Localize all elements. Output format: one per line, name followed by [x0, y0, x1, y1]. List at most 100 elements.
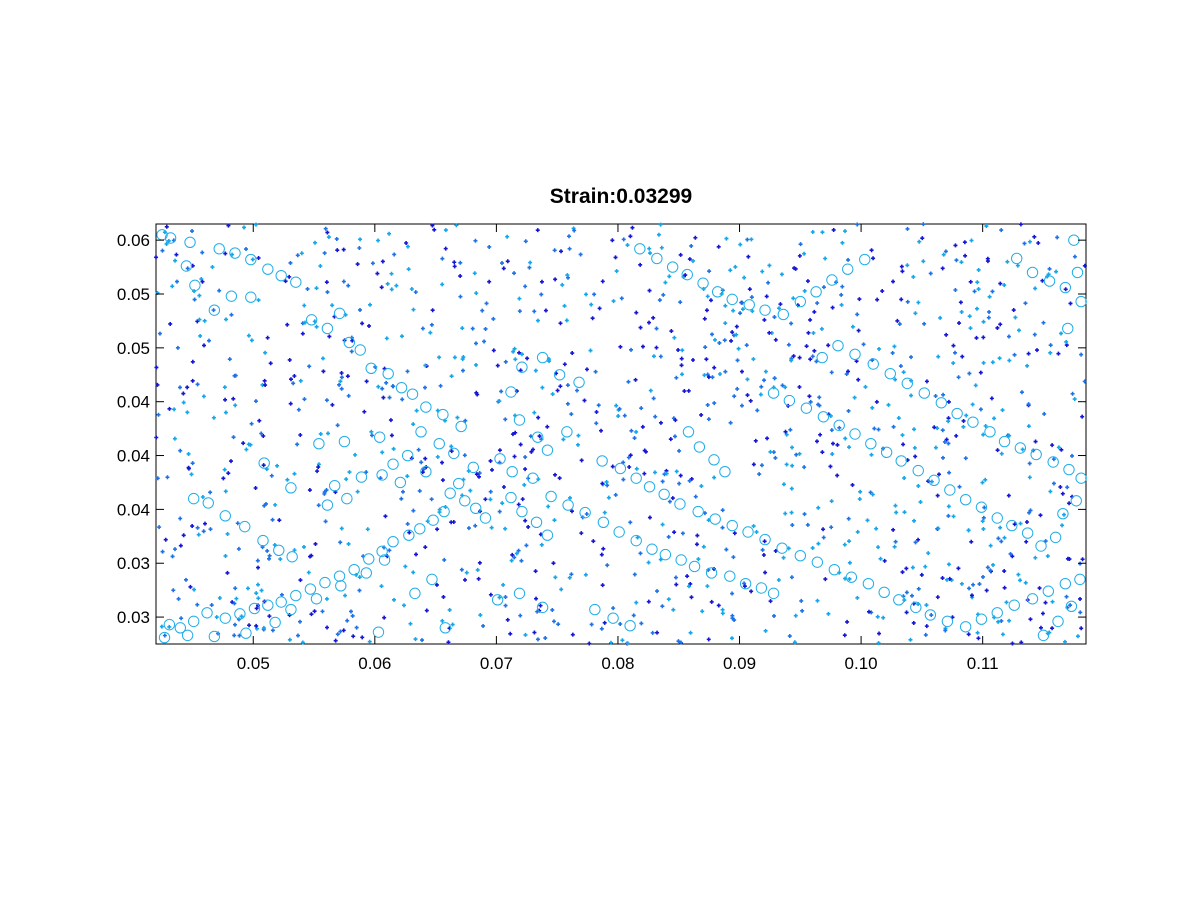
data-point-circle	[573, 376, 585, 389]
data-point-dot	[815, 301, 820, 306]
y-tick-label: 0.04	[117, 393, 150, 412]
data-point-dot	[812, 348, 817, 353]
data-point-circle	[516, 361, 528, 373]
data-point-dot	[208, 490, 213, 495]
data-point-dot	[847, 560, 852, 565]
data-point-dot	[921, 222, 926, 227]
data-point-dot	[534, 596, 539, 601]
data-point-dot	[891, 527, 896, 532]
y-tick-label: 0.03	[117, 554, 150, 573]
data-point-dot	[693, 494, 698, 499]
data-point-dot	[263, 350, 268, 355]
data-point-dot	[793, 613, 798, 618]
data-point-dot	[1018, 521, 1023, 526]
data-point-circle	[438, 505, 450, 518]
data-point-dot	[557, 476, 562, 481]
data-point-dot	[285, 322, 290, 327]
data-point-dot	[564, 318, 569, 323]
data-point-dot	[241, 441, 246, 446]
data-point-dot	[1013, 315, 1018, 320]
data-point-dot	[772, 613, 777, 618]
data-point-dot	[839, 302, 844, 307]
data-point-dot	[763, 628, 768, 633]
data-point-dot	[729, 338, 734, 343]
data-point-dot	[301, 544, 306, 549]
data-point-dot	[460, 368, 465, 373]
data-point-dot	[523, 632, 528, 637]
data-point-dot	[287, 274, 292, 279]
data-point-dot	[916, 300, 921, 305]
data-point-circle	[697, 277, 709, 289]
data-point-dot	[739, 403, 744, 408]
data-point-dot	[707, 269, 712, 274]
data-point-circle	[624, 619, 636, 632]
data-point-circle	[470, 502, 482, 515]
data-point-dot	[731, 308, 736, 313]
data-point-dot	[335, 248, 340, 253]
data-point-circle	[354, 344, 366, 356]
data-point-dot	[248, 442, 253, 447]
data-point-circle	[275, 596, 287, 608]
data-point-dot	[535, 228, 540, 233]
data-point-dot	[223, 251, 228, 256]
data-point-dot	[628, 234, 633, 239]
data-point-dot	[629, 428, 634, 433]
data-point-dot	[370, 261, 375, 266]
data-point-dot	[923, 632, 928, 637]
data-point-dot	[663, 280, 668, 285]
data-point-dot	[900, 269, 905, 274]
data-point-dot	[932, 425, 937, 430]
data-point-dot	[1055, 235, 1060, 240]
data-point-dot	[745, 377, 750, 382]
data-point-dot	[905, 226, 910, 231]
data-point-dot	[1027, 475, 1032, 480]
data-point-dot	[262, 378, 267, 383]
data-point-dot	[729, 636, 734, 641]
data-point-dot	[1033, 439, 1038, 444]
data-point-dot	[195, 602, 200, 607]
data-point-circle	[234, 608, 246, 620]
data-point-dot	[599, 552, 604, 557]
data-point-dot	[516, 502, 521, 507]
data-point-dot	[776, 578, 781, 583]
data-point-circle	[290, 589, 302, 602]
data-point-dot	[935, 493, 940, 498]
data-point-dot	[712, 337, 717, 342]
data-point-circle	[219, 510, 231, 522]
data-point-dot	[972, 289, 977, 294]
data-point-dot	[957, 484, 962, 489]
data-point-circle	[387, 458, 399, 470]
data-point-dot	[815, 598, 820, 603]
data-point-dot	[751, 524, 756, 529]
data-point-circle	[651, 252, 663, 265]
data-point-dot	[901, 370, 906, 375]
data-point-dot	[667, 499, 672, 504]
data-point-dot	[558, 321, 563, 326]
data-point-dot	[647, 320, 652, 325]
data-point-dot	[602, 510, 607, 515]
data-point-dot	[550, 607, 555, 612]
data-point-dot	[960, 354, 965, 359]
data-point-dot	[391, 597, 396, 602]
data-point-dot	[899, 297, 904, 302]
data-point-dot	[338, 379, 343, 384]
data-point-dot	[567, 575, 572, 580]
data-point-circle	[658, 488, 670, 501]
data-point-circle	[219, 612, 231, 624]
data-point-dot	[829, 525, 834, 530]
data-point-circle	[1042, 585, 1055, 597]
data-point-circle	[810, 286, 822, 298]
data-point-dot	[657, 298, 662, 303]
x-tick-label: 0.09	[723, 654, 756, 673]
y-tick-label: 0.04	[117, 447, 150, 466]
data-point-dot	[703, 345, 708, 350]
data-point-dot	[924, 624, 929, 629]
data-point-circle	[767, 387, 780, 399]
data-point-dot	[959, 581, 964, 586]
data-point-circle	[967, 416, 979, 428]
data-point-dot	[463, 418, 468, 423]
data-point-dot	[337, 382, 342, 387]
data-point-dot	[839, 292, 844, 297]
data-point-dot	[458, 274, 463, 279]
data-point-dot	[517, 350, 522, 355]
